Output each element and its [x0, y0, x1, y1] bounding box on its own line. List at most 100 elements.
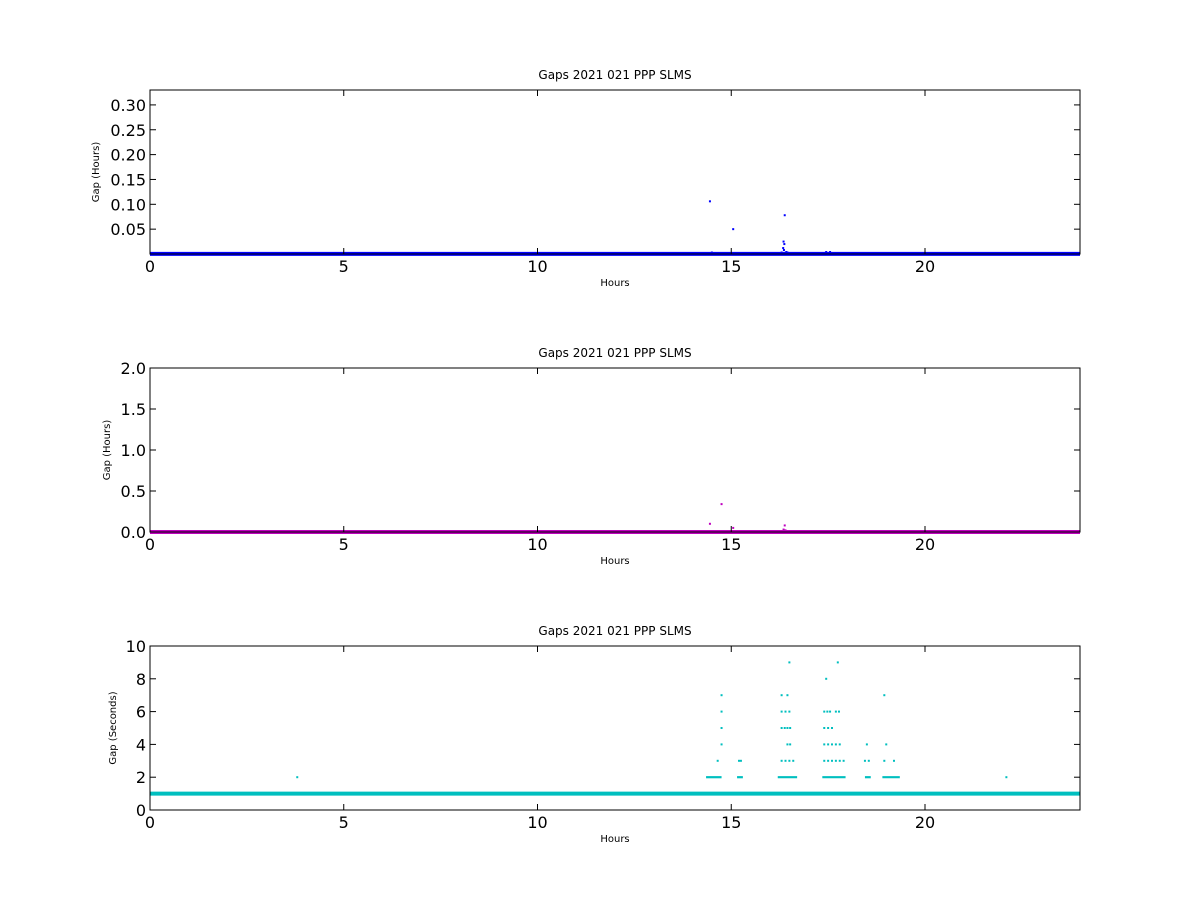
y-axis-label: Gap (Hours) — [91, 142, 102, 203]
data-point — [734, 252, 737, 255]
data-point — [831, 727, 833, 729]
y-tick-label: 1.5 — [121, 400, 146, 419]
x-tick-label: 0 — [145, 257, 155, 276]
plot-frame — [149, 645, 1081, 811]
data-point — [782, 240, 785, 243]
data-point — [883, 759, 886, 762]
data-point — [783, 243, 786, 246]
y-tick-label: 0.20 — [110, 146, 146, 165]
data-point — [831, 759, 833, 762]
data-point — [823, 743, 826, 746]
data-point — [714, 530, 717, 533]
x-tick-label: 20 — [915, 813, 935, 832]
chart-title: Gaps 2021 021 PPP SLMS — [538, 346, 691, 360]
data-point — [296, 776, 299, 779]
data-point — [837, 710, 840, 713]
x-tick-label: 10 — [527, 813, 547, 832]
data-point — [865, 743, 868, 746]
data-point — [714, 252, 717, 255]
data-point — [836, 661, 839, 664]
data-point — [780, 694, 783, 697]
data-point — [786, 727, 789, 729]
data-point — [827, 759, 830, 762]
y-tick-label: 1.0 — [121, 441, 146, 460]
data-point — [780, 727, 783, 729]
y-tick-label: 4 — [136, 735, 146, 754]
x-tick-label: 15 — [721, 257, 741, 276]
chart-panel-middle: 0 5 10 15 20 0.0 0.5 1.0 1.5 2.0 Gaps 2021 021 PPP… — [102, 346, 1081, 567]
data-point — [782, 249, 785, 252]
data-point — [780, 251, 783, 254]
data-point — [823, 710, 826, 713]
y-tick-label: 10 — [126, 637, 146, 656]
x-tick-label: 5 — [339, 813, 349, 832]
data-point — [789, 743, 792, 746]
data-point — [842, 759, 845, 762]
data-point — [883, 694, 886, 697]
data-point — [826, 710, 829, 713]
data-point — [1005, 776, 1008, 779]
data-point — [716, 759, 719, 762]
chart-panel-bottom: 0 5 10 15 20 0 2 4 6 8 10 Gaps 2021 021 PPP SLMS Hou… — [108, 624, 1081, 845]
data-point — [823, 727, 826, 729]
data-point — [782, 528, 785, 531]
data-point — [786, 694, 789, 697]
data-point — [780, 759, 783, 762]
data-point — [720, 727, 723, 729]
y-tick-label: 0.25 — [110, 121, 146, 140]
data-point — [834, 743, 837, 746]
data-point — [720, 743, 723, 746]
data-point — [829, 710, 832, 713]
data-point — [838, 743, 841, 746]
x-tick-label: 20 — [915, 257, 935, 276]
y-axis-label: Gap (Hours) — [102, 420, 113, 481]
x-tick-label: 5 — [339, 257, 349, 276]
data-point — [867, 759, 870, 762]
data-point — [831, 743, 833, 746]
data-point — [783, 214, 786, 217]
x-tick-label: 15 — [721, 535, 741, 554]
data-point — [792, 759, 795, 762]
y-tick-label: 0.5 — [121, 482, 146, 501]
data-point — [720, 503, 723, 506]
data-point — [788, 710, 791, 713]
data-point — [785, 251, 788, 254]
y-tick-label: 2.0 — [121, 359, 146, 378]
data-point — [784, 710, 787, 713]
plot-frame — [149, 367, 1081, 533]
data-point — [827, 727, 830, 729]
data-point — [720, 694, 723, 697]
x-tick-label: 0 — [145, 535, 155, 554]
chart-title: Gaps 2021 021 PPP SLMS — [538, 68, 691, 82]
data-point — [827, 743, 830, 746]
data-point — [732, 228, 735, 231]
data-point — [720, 710, 723, 713]
x-tick-label: 0 — [145, 813, 155, 832]
data-point — [784, 529, 787, 532]
data-point — [834, 759, 837, 762]
y-tick-label: 0.30 — [110, 96, 146, 115]
y-tick-label: 0.10 — [110, 195, 146, 214]
x-tick-label: 20 — [915, 535, 935, 554]
data-point — [738, 759, 740, 762]
data-point — [784, 759, 787, 762]
x-tick-label: 10 — [527, 257, 547, 276]
data-point — [708, 522, 711, 525]
y-axis-label: Gap (Seconds) — [108, 691, 119, 764]
data-point — [823, 759, 826, 762]
data-point — [788, 759, 791, 762]
y-tick-label: 0.05 — [110, 220, 146, 239]
data-point — [708, 200, 711, 203]
data-point — [825, 677, 828, 680]
y-tick-label: 0.0 — [121, 523, 146, 542]
chart-panel-top: 0 5 10 15 20 0.05 0.10 0.15 0.20 0.25 0.30 Gaps 202… — [91, 68, 1081, 289]
data-point — [726, 252, 729, 255]
plot-frame — [149, 89, 1081, 255]
data-point — [710, 251, 713, 254]
y-tick-label: 8 — [136, 670, 146, 689]
data-point — [783, 524, 786, 527]
x-axis-label: Hours — [600, 556, 629, 567]
y-tick-label: 0.15 — [110, 170, 146, 189]
data-point — [783, 727, 786, 729]
